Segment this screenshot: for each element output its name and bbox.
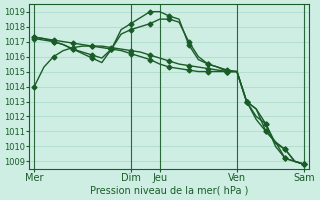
X-axis label: Pression niveau de la mer( hPa ): Pression niveau de la mer( hPa ) [90,186,249,196]
